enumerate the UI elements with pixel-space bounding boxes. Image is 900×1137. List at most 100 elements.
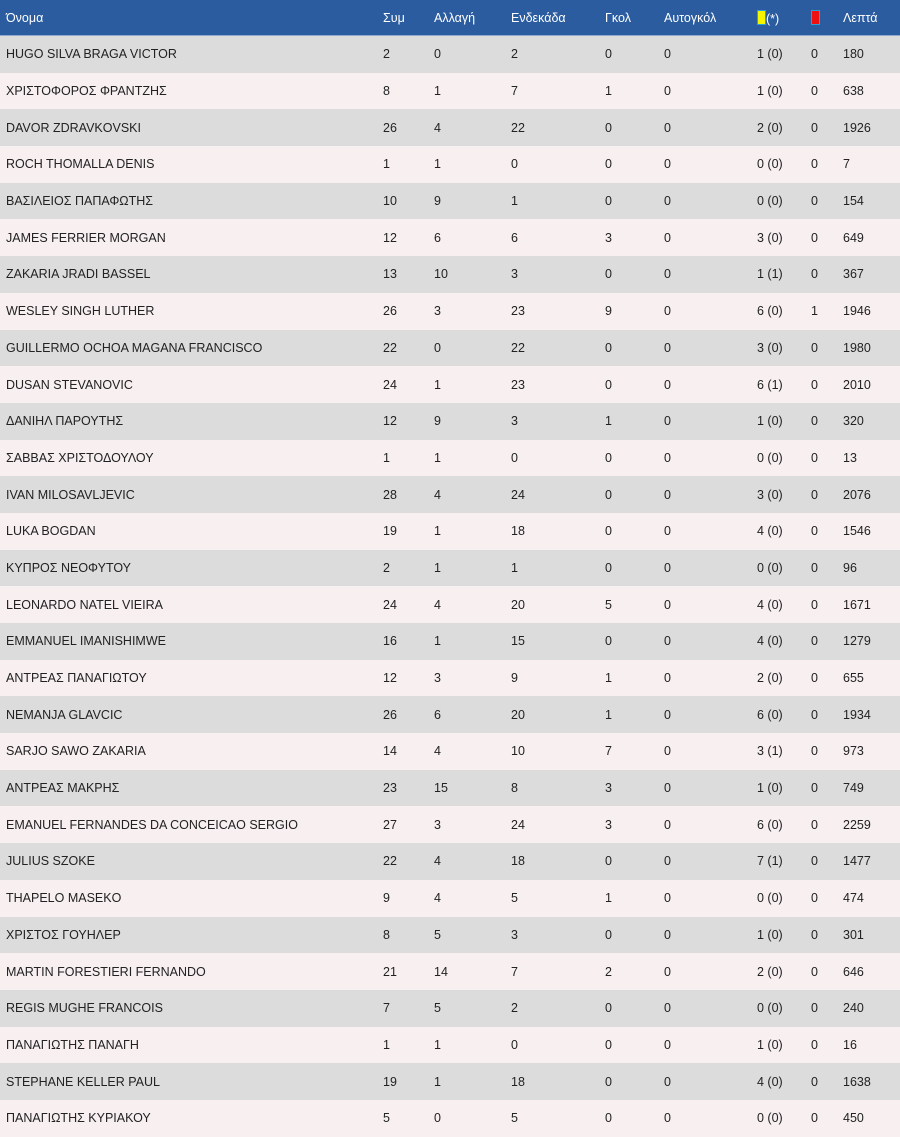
cell-player-name[interactable]: STEPHANE KELLER PAUL xyxy=(0,1063,383,1100)
cell-own-goals: 0 xyxy=(664,439,757,477)
header-minutes[interactable]: Λεπτά xyxy=(843,0,900,36)
cell-player-name[interactable]: SARJO SAWO ZAKARIA xyxy=(0,733,383,770)
cell-player-name[interactable]: IVAN MILOSAVLJEVIC xyxy=(0,476,383,513)
cell-red-cards: 0 xyxy=(811,916,843,954)
cell-minutes: 638 xyxy=(843,72,900,110)
cell-player-name[interactable]: LUKA BOGDAN xyxy=(0,512,383,550)
cell-yellow-cards: 3 (0) xyxy=(757,476,811,513)
cell-red-cards: 0 xyxy=(811,439,843,477)
cell-subs: 4 xyxy=(434,586,511,623)
cell-minutes: 2076 xyxy=(843,476,900,513)
cell-starts: 24 xyxy=(511,806,605,844)
cell-player-name[interactable]: ΑΝΤΡΕΑΣ ΠΑΝΑΓΙΩΤΟΥ xyxy=(0,659,383,697)
cell-player-name[interactable]: NEMANJA GLAVCIC xyxy=(0,696,383,734)
table-row: ΣΑΒΒΑΣ ΧΡΙΣΤΟΔΟΥΛΟΥ 1 1 0 0 0 0 (0) 0 13 xyxy=(0,439,900,477)
cell-red-cards: 0 xyxy=(811,843,843,880)
cell-apps: 26 xyxy=(383,109,434,147)
cell-player-name[interactable]: LEONARDO NATEL VIEIRA xyxy=(0,586,383,623)
cell-red-cards: 0 xyxy=(811,1063,843,1100)
cell-player-name[interactable]: THAPELO MASEKO xyxy=(0,879,383,917)
cell-minutes: 1934 xyxy=(843,696,900,734)
cell-subs: 5 xyxy=(434,916,511,954)
cell-player-name[interactable]: ROCH THOMALLA DENIS xyxy=(0,146,383,183)
cell-player-name[interactable]: ZAKARIA JRADI BASSEL xyxy=(0,256,383,293)
cell-subs: 5 xyxy=(434,989,511,1027)
table-row: HUGO SILVA BRAGA VICTOR 2 0 2 0 0 1 (0) 0 180 xyxy=(0,35,900,73)
table-row: EMMANUEL IMANISHIMWE 16 1 15 0 0 4 (0) 0 1279 xyxy=(0,623,900,660)
cell-apps: 22 xyxy=(383,329,434,367)
cell-red-cards: 0 xyxy=(811,659,843,697)
yellow-card-icon xyxy=(757,9,766,25)
cell-own-goals: 0 xyxy=(664,696,757,734)
cell-own-goals: 0 xyxy=(664,806,757,844)
header-yellow-cards[interactable]: (*) xyxy=(757,0,811,36)
cell-player-name[interactable]: ΔΑΝΙΗΛ ΠΑΡΟΥΤΗΣ xyxy=(0,402,383,440)
table-row: DAVOR ZDRAVKOVSKI 26 4 22 0 0 2 (0) 0 1926 xyxy=(0,109,900,147)
cell-player-name[interactable]: ΠΑΝΑΓΙΩΤΗΣ ΠΑΝΑΓΗ xyxy=(0,1026,383,1064)
cell-goals: 0 xyxy=(605,1063,664,1100)
header-own-goals[interactable]: Αυτογκόλ xyxy=(664,0,757,36)
cell-player-name[interactable]: ΚΥΠΡΟΣ ΝΕΟΦΥΤΟΥ xyxy=(0,549,383,587)
cell-player-name[interactable]: WESLEY SINGH LUTHER xyxy=(0,292,383,330)
cell-minutes: 96 xyxy=(843,549,900,587)
header-red-cards[interactable] xyxy=(811,0,843,36)
header-goals[interactable]: Γκολ xyxy=(605,0,664,36)
cell-yellow-cards: 0 (0) xyxy=(757,549,811,587)
cell-player-name[interactable]: DAVOR ZDRAVKOVSKI xyxy=(0,109,383,147)
cell-goals: 0 xyxy=(605,182,664,220)
cell-player-name[interactable]: HUGO SILVA BRAGA VICTOR xyxy=(0,35,383,73)
table-row: DUSAN STEVANOVIC 24 1 23 0 0 6 (1) 0 2010 xyxy=(0,366,900,403)
cell-player-name[interactable]: EMMANUEL IMANISHIMWE xyxy=(0,623,383,660)
cell-red-cards: 0 xyxy=(811,366,843,403)
cell-player-name[interactable]: REGIS MUGHE FRANCOIS xyxy=(0,989,383,1027)
cell-minutes: 301 xyxy=(843,916,900,954)
cell-subs: 1 xyxy=(434,512,511,550)
cell-yellow-cards: 1 (0) xyxy=(757,769,811,807)
cell-player-name[interactable]: JULIUS SZOKE xyxy=(0,843,383,880)
cell-subs: 1 xyxy=(434,72,511,110)
header-apps[interactable]: Συμ xyxy=(383,0,434,36)
cell-yellow-cards: 4 (0) xyxy=(757,512,811,550)
cell-yellow-cards: 3 (0) xyxy=(757,219,811,257)
cell-own-goals: 0 xyxy=(664,1099,757,1137)
cell-starts: 24 xyxy=(511,476,605,513)
cell-apps: 9 xyxy=(383,879,434,917)
cell-player-name[interactable]: ΑΝΤΡΕΑΣ ΜΑΚΡΗΣ xyxy=(0,769,383,807)
cell-goals: 5 xyxy=(605,586,664,623)
cell-starts: 3 xyxy=(511,256,605,293)
header-subs[interactable]: Αλλαγή xyxy=(434,0,511,36)
cell-goals: 0 xyxy=(605,549,664,587)
cell-yellow-cards: 1 (1) xyxy=(757,256,811,293)
cell-goals: 1 xyxy=(605,402,664,440)
cell-own-goals: 0 xyxy=(664,292,757,330)
cell-player-name[interactable]: ΧΡΙΣΤΟΣ ΓΟΥΗΛΕΡ xyxy=(0,916,383,954)
cell-minutes: 1946 xyxy=(843,292,900,330)
cell-apps: 7 xyxy=(383,989,434,1027)
cell-red-cards: 0 xyxy=(811,549,843,587)
cell-apps: 26 xyxy=(383,292,434,330)
cell-player-name[interactable]: ΠΑΝΑΓΙΩΤΗΣ ΚΥΡΙΑΚΟΥ xyxy=(0,1099,383,1137)
cell-starts: 2 xyxy=(511,35,605,73)
cell-own-goals: 0 xyxy=(664,512,757,550)
cell-subs: 10 xyxy=(434,256,511,293)
cell-player-name[interactable]: GUILLERMO OCHOA MAGANA FRANCISCO xyxy=(0,329,383,367)
cell-player-name[interactable]: ΣΑΒΒΑΣ ΧΡΙΣΤΟΔΟΥΛΟΥ xyxy=(0,439,383,477)
cell-player-name[interactable]: DUSAN STEVANOVIC xyxy=(0,366,383,403)
cell-player-name[interactable]: ΧΡΙΣΤΟΦΟΡΟΣ ΦΡΑΝΤΖΗΣ xyxy=(0,72,383,110)
cell-own-goals: 0 xyxy=(664,366,757,403)
header-starts[interactable]: Ενδεκάδα xyxy=(511,0,605,36)
cell-player-name[interactable]: EMANUEL FERNANDES DA CONCEICAO SERGIO xyxy=(0,806,383,844)
table-row: ΒΑΣΙΛΕΙΟΣ ΠΑΠΑΦΩΤΗΣ 10 9 1 0 0 0 (0) 0 154 xyxy=(0,182,900,220)
cell-own-goals: 0 xyxy=(664,182,757,220)
cell-own-goals: 0 xyxy=(664,659,757,697)
red-card-icon xyxy=(811,9,820,25)
header-name[interactable]: Όνομα xyxy=(0,0,383,36)
cell-own-goals: 0 xyxy=(664,109,757,147)
cell-yellow-cards: 0 (0) xyxy=(757,146,811,183)
cell-player-name[interactable]: ΒΑΣΙΛΕΙΟΣ ΠΑΠΑΦΩΤΗΣ xyxy=(0,182,383,220)
cell-own-goals: 0 xyxy=(664,989,757,1027)
cell-player-name[interactable]: MARTIN FORESTIERI FERNANDO xyxy=(0,953,383,990)
cell-player-name[interactable]: JAMES FERRIER MORGAN xyxy=(0,219,383,257)
cell-yellow-cards: 6 (0) xyxy=(757,806,811,844)
cell-apps: 24 xyxy=(383,366,434,403)
